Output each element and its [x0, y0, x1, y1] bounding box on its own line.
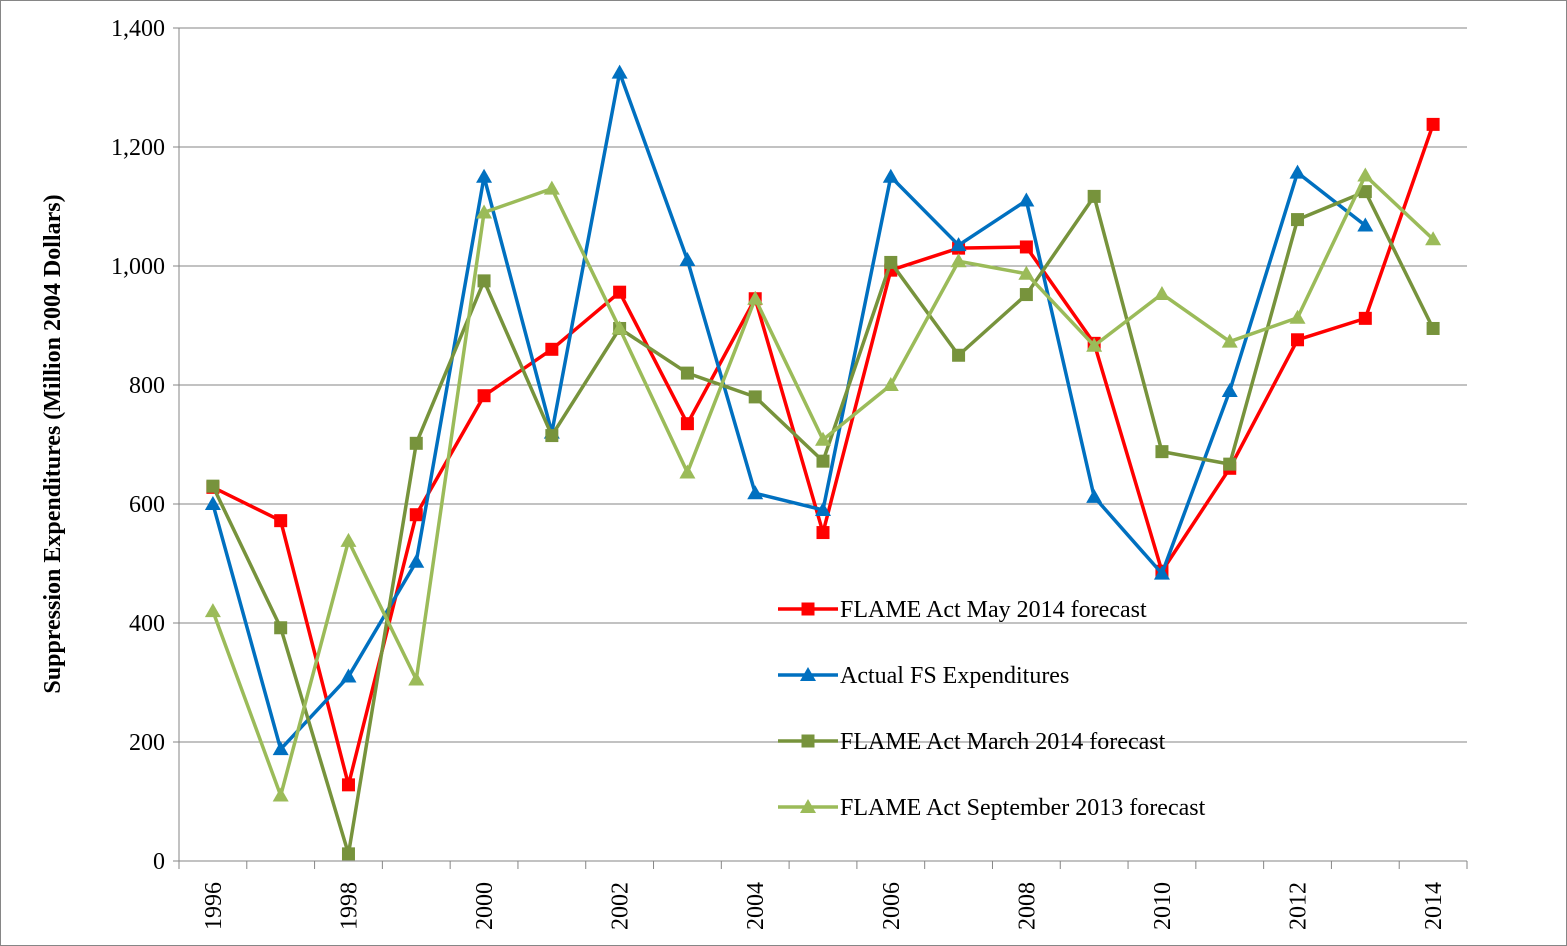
marker — [1289, 164, 1306, 179]
marker — [747, 290, 764, 305]
x-tick-label: 2010 — [1150, 882, 1176, 930]
marker — [545, 342, 559, 356]
marker — [1358, 185, 1372, 199]
marker — [274, 621, 288, 635]
marker — [816, 454, 830, 468]
marker — [204, 603, 221, 618]
marker — [477, 389, 491, 403]
marker — [1155, 445, 1169, 459]
marker — [340, 532, 357, 547]
x-tick-label: 2004 — [743, 882, 769, 930]
x-tick-label: 2000 — [472, 882, 498, 930]
marker — [341, 778, 355, 792]
marker — [1289, 309, 1306, 324]
y-tick-label: 0 — [153, 849, 165, 875]
series-line — [211, 70, 1367, 751]
marker — [613, 285, 627, 299]
marker — [952, 348, 966, 362]
marker — [545, 429, 559, 443]
marker — [1086, 337, 1103, 352]
marker — [611, 320, 628, 335]
legend-label: FLAME Act May 2014 forecast — [840, 597, 1147, 623]
x-tick-label: 2002 — [608, 882, 634, 930]
marker — [206, 479, 220, 493]
marker — [1086, 488, 1103, 503]
marker — [272, 787, 289, 802]
legend-marker — [800, 799, 816, 813]
marker — [1426, 321, 1440, 335]
marker — [1223, 457, 1237, 471]
marker — [680, 417, 694, 431]
marker — [1221, 333, 1238, 348]
x-tick-label: 2006 — [879, 882, 905, 930]
marker — [1358, 311, 1372, 325]
marker — [748, 390, 762, 404]
marker — [204, 496, 221, 510]
marker — [747, 485, 764, 500]
marker — [1357, 167, 1374, 182]
marker — [272, 741, 289, 756]
marker — [680, 366, 694, 380]
y-tick-label: 800 — [129, 373, 165, 399]
x-tick-label: 1996 — [201, 882, 227, 930]
x-tick-label: 1998 — [336, 882, 362, 930]
marker — [679, 252, 696, 267]
marker — [1425, 231, 1442, 246]
marker — [408, 671, 425, 686]
marker — [679, 464, 696, 479]
marker — [1221, 382, 1238, 397]
marker — [409, 508, 423, 522]
y-tick-label: 200 — [129, 730, 165, 756]
y-tick-label: 400 — [129, 611, 165, 637]
y-tick-label: 1,000 — [111, 254, 165, 280]
legend-label: FLAME Act March 2014 forecast — [840, 729, 1166, 755]
marker — [408, 553, 425, 568]
legend-marker — [801, 734, 815, 748]
legend-marker — [800, 667, 816, 681]
y-axis-title: Suppression Expenditures (Million 2004 D… — [40, 194, 66, 693]
y-tick-label: 600 — [129, 492, 165, 518]
marker — [884, 255, 898, 269]
marker — [543, 180, 560, 195]
marker — [274, 514, 288, 528]
y-tick-label: 1,400 — [111, 16, 165, 42]
x-tick-label: 2008 — [1014, 882, 1040, 930]
marker — [1291, 213, 1305, 227]
y-tick-label: 1,200 — [111, 135, 165, 161]
marker — [882, 377, 899, 391]
marker — [1426, 117, 1440, 131]
marker — [476, 168, 493, 183]
legend-label: Actual FS Expenditures — [840, 663, 1069, 689]
marker — [476, 204, 493, 219]
marker — [1153, 565, 1170, 580]
marker — [477, 274, 491, 288]
marker — [816, 526, 830, 540]
marker — [340, 668, 357, 683]
x-tick-label: 2014 — [1421, 882, 1447, 930]
marker — [882, 168, 899, 183]
marker — [815, 501, 831, 516]
marker — [815, 431, 831, 446]
legend-marker — [801, 602, 815, 616]
marker — [1018, 192, 1035, 207]
legend-label: FLAME Act September 2013 forecast — [840, 795, 1206, 821]
marker — [1153, 285, 1170, 300]
x-tick-label: 2012 — [1286, 882, 1312, 930]
marker — [409, 436, 423, 450]
marker — [1357, 217, 1374, 232]
marker — [1018, 265, 1035, 280]
marker — [341, 847, 355, 861]
marker — [950, 237, 967, 252]
marker — [1019, 288, 1033, 302]
marker — [1087, 189, 1101, 203]
marker — [1019, 240, 1033, 254]
marker — [611, 64, 628, 79]
marker — [1291, 333, 1305, 347]
marker — [950, 253, 967, 268]
